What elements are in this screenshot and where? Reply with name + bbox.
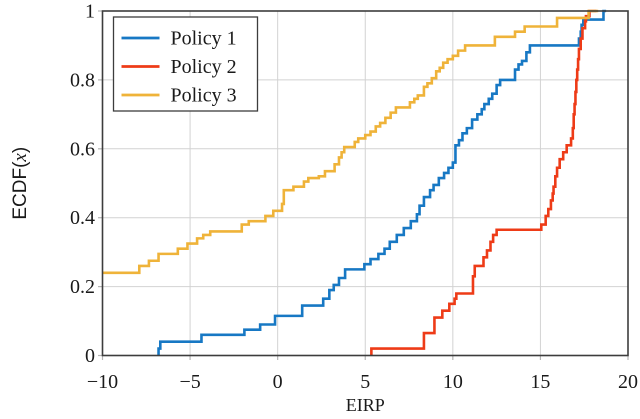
y-tick-label: 0.8 [70,69,95,91]
series-line-policy-3 [102,9,599,275]
x-axis-label: EIRP [346,395,385,415]
y-tick-label: 1 [85,1,95,23]
y-axis-label: ECDF(x) [10,147,31,220]
x-tick-label: 20 [618,371,638,393]
x-tick-label: 15 [530,371,550,393]
legend-label-3: Policy 3 [171,85,237,107]
y-tick-label: 0.4 [70,207,95,229]
y-tick-label: 0 [85,345,95,367]
x-tick-label: 10 [443,371,463,393]
legend-label-2: Policy 2 [171,56,237,78]
series-line-policy-2 [370,9,597,356]
series-line-policy-1 [157,9,607,356]
y-tick-label: 0.2 [70,276,95,298]
legend-label-1: Policy 1 [171,28,237,50]
x-tick-label: 5 [360,371,370,393]
plot-frame [101,10,629,357]
x-tick-label: −5 [179,371,200,393]
y-tick-label: 0.6 [70,138,95,160]
x-tick-label: −10 [87,371,118,393]
x-tick-label: 0 [273,371,283,393]
